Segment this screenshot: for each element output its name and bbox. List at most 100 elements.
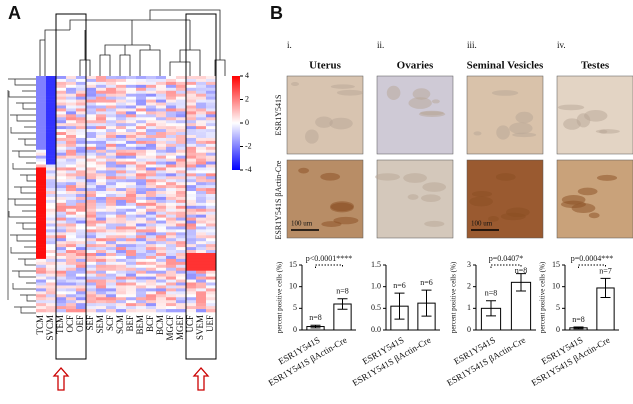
heatmap-cell bbox=[126, 167, 136, 171]
heatmap-cell bbox=[176, 223, 186, 227]
heatmap-cell bbox=[86, 152, 96, 156]
heatmap-cell bbox=[36, 199, 46, 204]
heatmap-cell bbox=[126, 155, 136, 159]
heatmap-cell bbox=[126, 182, 136, 186]
heatmap-cell bbox=[66, 132, 76, 136]
heatmap-cell bbox=[176, 111, 186, 115]
n-label: n=8 bbox=[336, 287, 349, 296]
heatmap-cell bbox=[66, 279, 76, 283]
heatmap-cell bbox=[156, 108, 166, 112]
heatmap-cell bbox=[106, 182, 116, 186]
heatmap-cell bbox=[156, 238, 166, 242]
heatmap-cell bbox=[96, 208, 106, 212]
heatmap-cell bbox=[166, 114, 176, 118]
heatmap-cell bbox=[206, 223, 216, 227]
error-bar bbox=[337, 298, 348, 310]
heatmap-cell bbox=[76, 129, 86, 133]
heatmap-cell bbox=[36, 176, 46, 180]
heatmap-cell bbox=[136, 202, 146, 207]
heatmap-cell bbox=[206, 99, 216, 103]
heatmap-cell bbox=[46, 158, 56, 162]
heatmap-cell bbox=[56, 303, 66, 307]
heatmap-cell bbox=[156, 282, 166, 286]
heatmap-cell bbox=[206, 244, 216, 248]
heatmap-cell bbox=[176, 158, 186, 162]
heatmap-cell bbox=[186, 167, 196, 171]
heatmap-cell bbox=[96, 188, 106, 192]
heatmap-cell bbox=[66, 291, 76, 295]
heatmap-cell bbox=[116, 99, 126, 103]
heatmap-cell bbox=[186, 78, 196, 83]
heatmap-cell bbox=[196, 126, 206, 130]
heatmap-cell bbox=[106, 226, 116, 230]
heatmap-cell bbox=[76, 196, 86, 201]
heatmap-cell bbox=[166, 135, 176, 139]
heatmap-cell bbox=[106, 87, 116, 92]
heatmap-cell bbox=[186, 294, 196, 298]
heatmap-cell bbox=[206, 76, 216, 80]
y-axis-label: percent positive cells (%) bbox=[450, 261, 458, 333]
heatmap-cell bbox=[206, 250, 216, 254]
heatmap-cell bbox=[36, 129, 46, 133]
heatmap-cell bbox=[86, 90, 96, 94]
heatmap-cell bbox=[166, 196, 176, 201]
heatmap-cell bbox=[126, 191, 136, 195]
tissue bbox=[330, 201, 354, 212]
tissue bbox=[422, 182, 447, 192]
heatmap-cell bbox=[86, 264, 96, 269]
heatmap-cell bbox=[206, 102, 216, 106]
heatmap-cell bbox=[126, 114, 136, 118]
heatmap-cell bbox=[36, 297, 46, 301]
heatmap-cell bbox=[186, 105, 196, 109]
heatmap-cell bbox=[206, 211, 216, 215]
heatmap-cell bbox=[76, 208, 86, 212]
heatmap-cell bbox=[36, 117, 46, 121]
heatmap-cell bbox=[96, 258, 106, 263]
heatmap-cell bbox=[116, 205, 126, 210]
heatmap-cell bbox=[116, 306, 126, 310]
heatmap-cell bbox=[46, 155, 56, 159]
heatmap-cell bbox=[196, 179, 206, 183]
heatmap-cell bbox=[36, 217, 46, 221]
heatmap-cell bbox=[96, 132, 106, 136]
heatmap-cell bbox=[66, 90, 76, 94]
heatmap-cell bbox=[76, 143, 86, 148]
heatmap-cell bbox=[76, 294, 86, 298]
heatmap-cell bbox=[106, 96, 116, 100]
heatmap-cell bbox=[126, 120, 136, 124]
heatmap-cell bbox=[126, 123, 136, 127]
heatmap-cell bbox=[76, 87, 86, 92]
heatmap-cell bbox=[46, 196, 56, 201]
heatmap-cell bbox=[76, 146, 86, 151]
heatmap-cell bbox=[66, 288, 76, 292]
heatmap-cell bbox=[36, 238, 46, 242]
heatmap-cell bbox=[76, 93, 86, 97]
heatmap-cell bbox=[176, 294, 186, 298]
heatmap-cell bbox=[66, 140, 76, 145]
heatmap-cell bbox=[86, 279, 96, 283]
heatmap-cell bbox=[36, 146, 46, 151]
heatmap-cell bbox=[136, 267, 146, 271]
heatmap-cell bbox=[86, 217, 96, 221]
heatmap-cell bbox=[166, 146, 176, 151]
heatmap-cell bbox=[116, 146, 126, 151]
heatmap-cell bbox=[96, 143, 106, 148]
heatmap-cell bbox=[166, 211, 176, 215]
heatmap-cell bbox=[156, 84, 166, 89]
heatmap-cell bbox=[116, 255, 126, 260]
heatmap-cell bbox=[86, 247, 96, 251]
panel-title: Testes bbox=[581, 60, 610, 72]
heatmap-cell bbox=[196, 247, 206, 251]
heatmap-cell bbox=[166, 155, 176, 159]
heatmap-cell bbox=[76, 164, 86, 168]
heatmap-cell bbox=[176, 309, 186, 313]
heatmap-cell bbox=[196, 291, 206, 295]
tissue bbox=[561, 194, 586, 205]
heatmap-cell bbox=[56, 87, 66, 92]
heatmap-cell bbox=[46, 167, 56, 171]
heatmap-cell bbox=[126, 179, 136, 183]
heatmap-cell bbox=[76, 96, 86, 100]
heatmap-cell bbox=[156, 161, 166, 165]
heatmap-cell bbox=[146, 241, 156, 245]
heatmap-cell bbox=[206, 297, 216, 301]
